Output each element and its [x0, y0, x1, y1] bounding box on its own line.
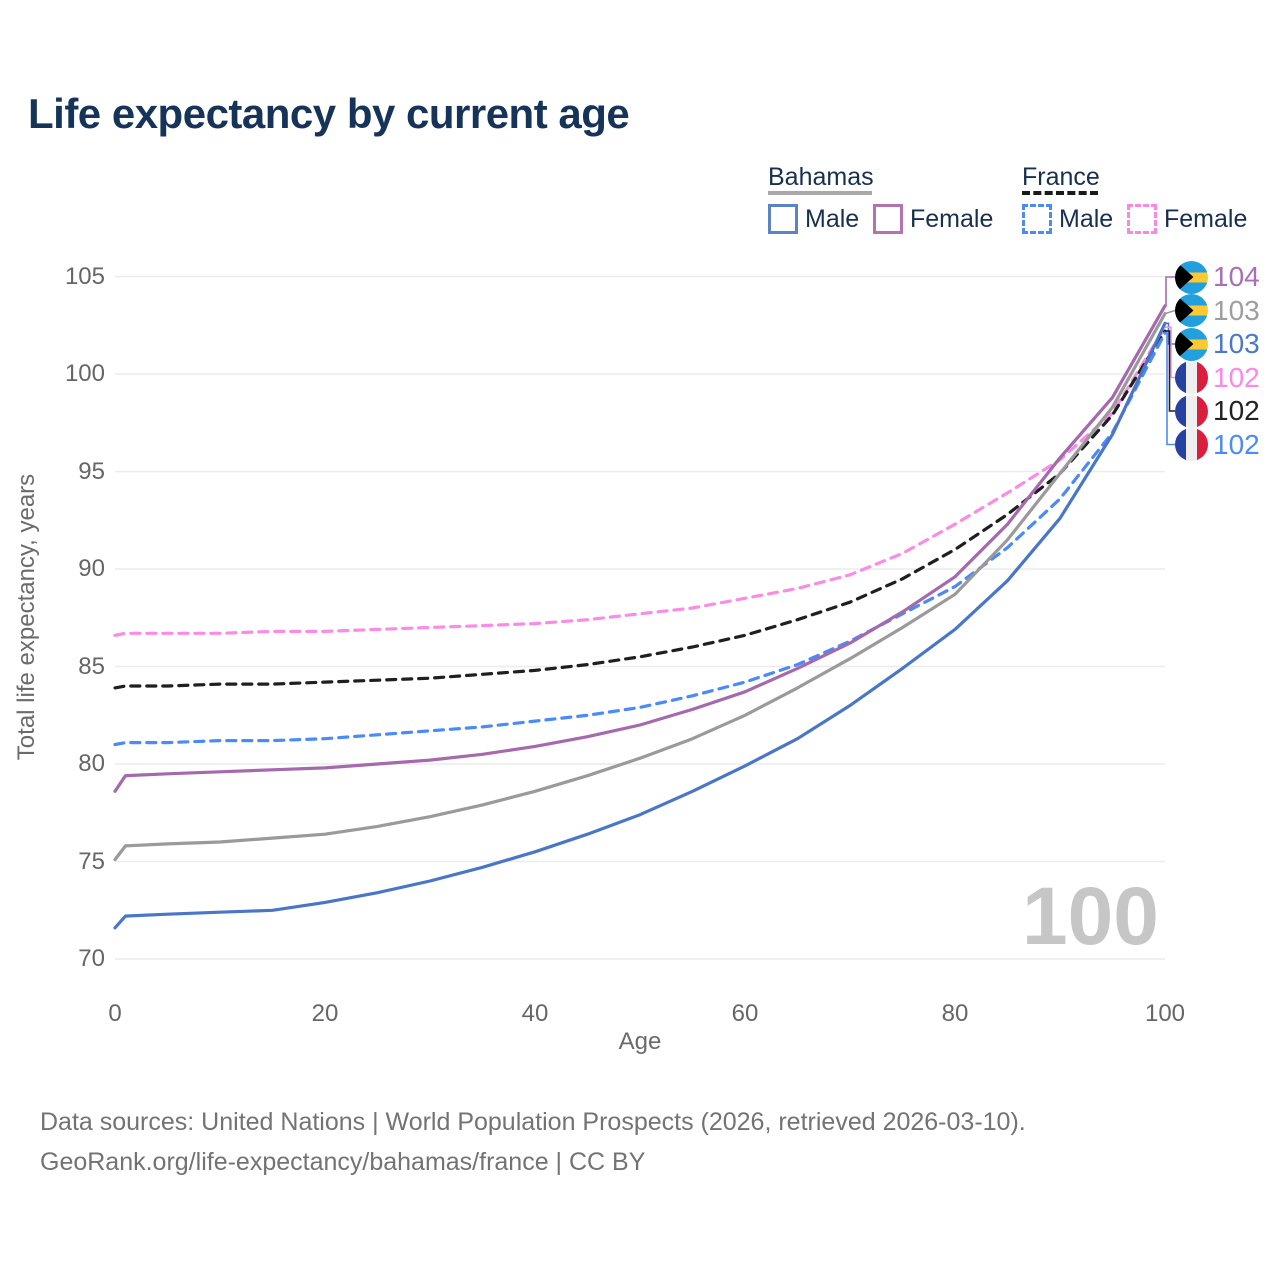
y-tick-label: 70 — [78, 945, 105, 972]
legend-item-france-male[interactable]: Male — [1022, 204, 1113, 234]
france-flag-icon — [1175, 361, 1208, 394]
label-connector — [1165, 332, 1175, 446]
x-axis-title: Age — [618, 1028, 662, 1055]
series-line-bahamas-male — [113, 321, 1167, 930]
bahamas-female-checkbox-icon[interactable] — [873, 204, 903, 234]
x-tick-label: 60 — [731, 1000, 759, 1027]
y-tick-label: 95 — [78, 457, 105, 485]
y-tick-label: 90 — [78, 555, 105, 582]
bahamas-chevron — [1175, 260, 1194, 294]
legend-group-bahamas-title: Bahamas — [768, 163, 874, 191]
label-connector — [1165, 276, 1175, 307]
legend-group-france-title: France — [1022, 163, 1100, 191]
bahamas-line-style-swatch — [768, 191, 872, 195]
x-tick-label: 100 — [1144, 1000, 1186, 1027]
footer-url-line: GeoRank.org/life-expectancy/bahamas/fran… — [40, 1148, 646, 1176]
label-connector — [1165, 326, 1175, 379]
legend-label: Male — [805, 204, 860, 233]
legend-item-france-female[interactable]: Female — [1127, 204, 1247, 234]
series-line-france-both — [113, 329, 1167, 690]
y-tick-label: 100 — [64, 360, 105, 387]
france-female-checkbox-icon[interactable] — [1127, 204, 1157, 234]
bahamas-flag-icon — [1175, 260, 1208, 294]
y-tick-label: 75 — [78, 847, 105, 875]
end-value-label: 102 — [1213, 361, 1260, 393]
series-line-bahamas-both — [113, 312, 1167, 862]
footer-source-line: Data sources: United Nations | World Pop… — [40, 1108, 1026, 1136]
legend-label: Female — [1164, 204, 1248, 233]
series-line-bahamas-female — [113, 304, 1167, 793]
end-value-label: 103 — [1213, 294, 1260, 326]
end-value-label: 104 — [1213, 261, 1260, 292]
bahamas-flag-icon — [1175, 327, 1208, 361]
legend-item-bahamas-female[interactable]: Female — [873, 204, 993, 234]
france-male-checkbox-icon[interactable] — [1022, 204, 1052, 234]
bahamas-chevron — [1175, 327, 1194, 361]
label-connector — [1164, 309, 1176, 315]
end-value-label: 102 — [1213, 395, 1260, 426]
y-axis-title: Total life expectancy, years — [13, 473, 40, 761]
end-value-label: 103 — [1213, 328, 1260, 359]
x-tick-label: 0 — [108, 1000, 122, 1027]
legend-item-bahamas-male[interactable]: Male — [768, 204, 859, 234]
x-tick-label: 20 — [311, 1000, 339, 1027]
france-line-style-swatch — [1022, 191, 1098, 195]
x-tick-label: 40 — [521, 1000, 549, 1027]
bahamas-chevron — [1175, 294, 1194, 327]
x-tick-label: 80 — [941, 1000, 969, 1027]
france-flag-icon — [1175, 394, 1208, 428]
bahamas-male-checkbox-icon[interactable] — [768, 204, 798, 234]
hovered-age-watermark: 100 — [1022, 871, 1159, 962]
y-tick-label: 80 — [78, 750, 105, 777]
bahamas-flag-icon — [1175, 294, 1208, 327]
legend-label: Male — [1059, 204, 1114, 233]
label-connector — [1165, 330, 1175, 412]
france-flag-icon — [1175, 428, 1208, 461]
chart-title: Life expectancy by current age — [28, 90, 630, 137]
y-tick-label: 85 — [78, 652, 105, 680]
legend-label: Female — [910, 204, 994, 233]
end-value-label: 102 — [1213, 428, 1260, 460]
y-tick-label: 105 — [64, 262, 105, 290]
series-line-france-female — [113, 325, 1167, 637]
